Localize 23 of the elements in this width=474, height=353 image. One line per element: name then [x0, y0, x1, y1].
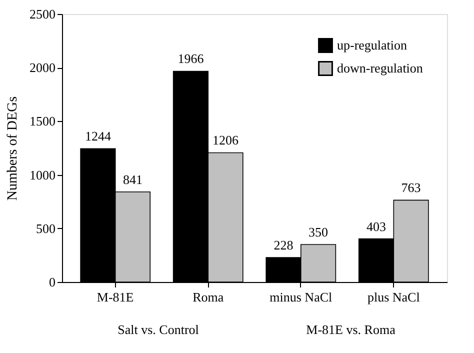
data-label: 841 [122, 172, 142, 187]
legend-label: down-regulation [337, 60, 424, 76]
y-tick-label: 0 [49, 274, 56, 290]
y-tick-label: 1000 [30, 167, 56, 182]
x-tick-label: Roma [192, 290, 224, 304]
data-label: 1244 [84, 128, 112, 144]
y-axis-title: Numbers of DEGs [6, 96, 20, 201]
data-label: 403 [366, 218, 386, 234]
data-label: 1966 [178, 51, 204, 66]
text: Salt vs. Control [118, 322, 200, 337]
data-label: 1206 [212, 132, 240, 148]
x-tick-label: minus NaCl [270, 290, 333, 304]
y-tick-label: 500 [36, 220, 56, 236]
text: M-81E vs. Roma [306, 322, 396, 337]
data-label: 763 [401, 180, 421, 196]
data-label: 228 [274, 238, 294, 253]
data-label: 350 [308, 224, 328, 240]
x-tick-label: M-81E [96, 290, 134, 304]
x-tick-label: plus NaCl [367, 290, 420, 304]
legend-label: up-regulation [337, 38, 408, 52]
y-tick-label: 1500 [30, 114, 56, 129]
y-tick-label: 2500 [30, 6, 56, 22]
y-tick-label: 2000 [30, 60, 56, 76]
